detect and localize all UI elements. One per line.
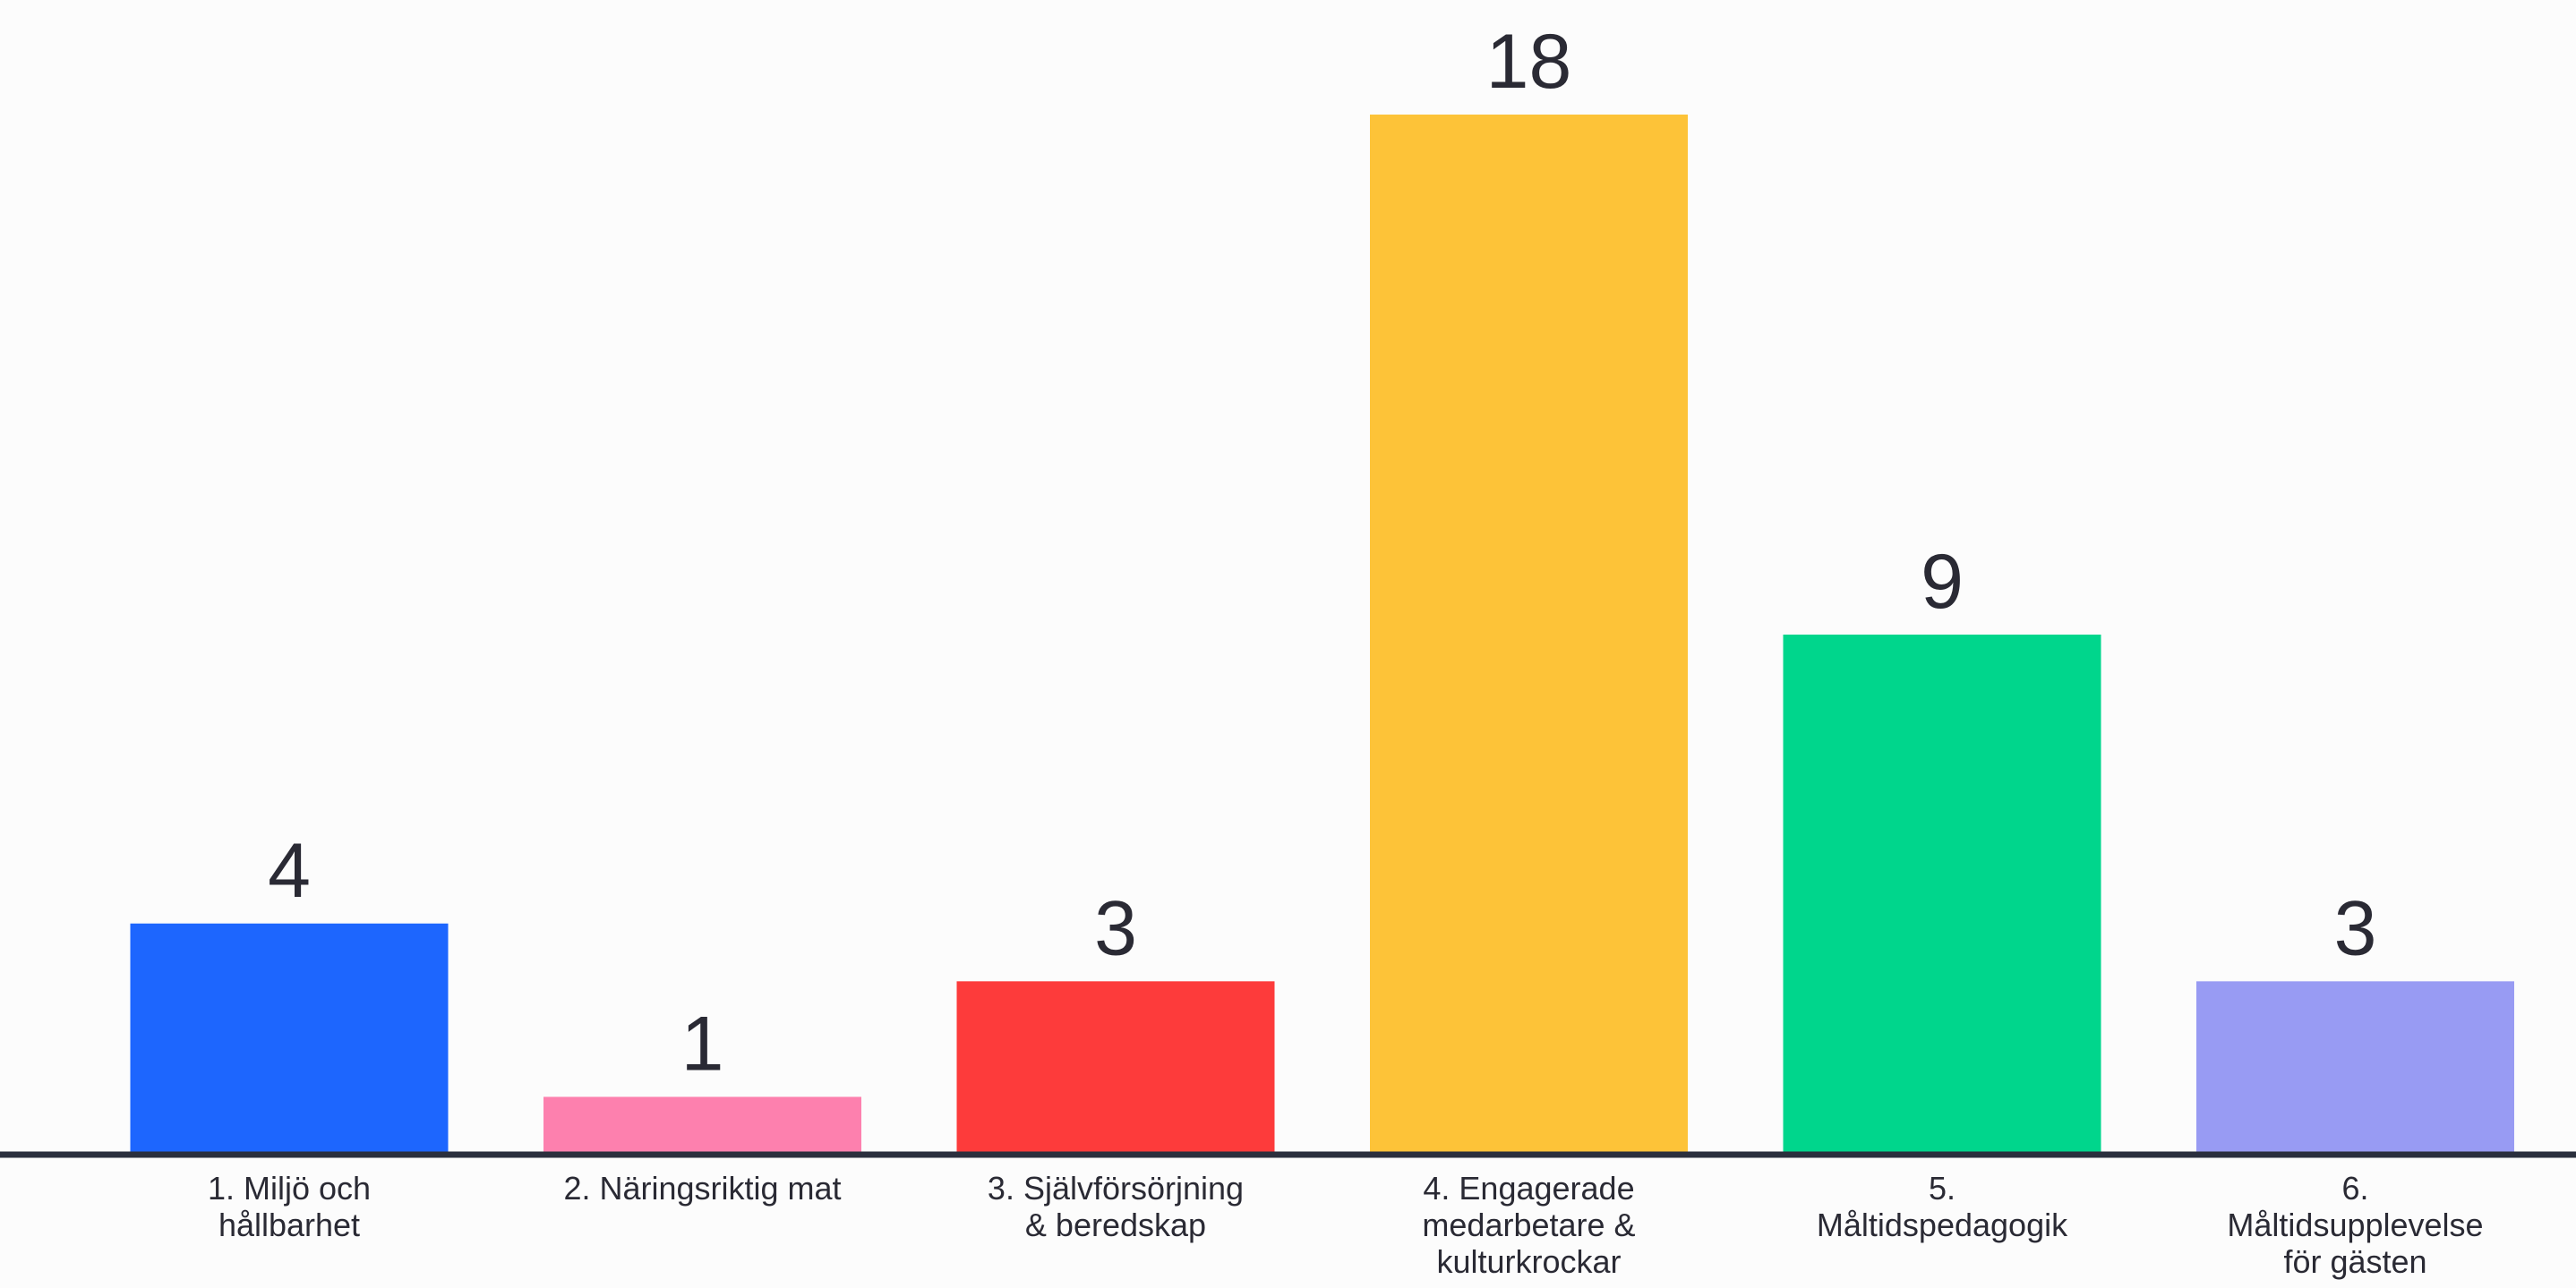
bar-3 [956,981,1275,1155]
bar-1 [130,923,449,1155]
bar-6 [2196,981,2514,1155]
category-label-1-line-1: 1. Miljö och [208,1170,371,1207]
category-label-5-line-1: 5. [1929,1170,1956,1207]
category-label-3-line-1: 3. Självförsörjning [988,1170,1244,1207]
value-label-5: 9 [1921,539,1964,625]
category-label-2-line-1: 2. Näringsriktig mat [563,1170,841,1207]
value-label-1: 4 [268,828,311,914]
category-label-3: 3. Självförsörjning & beredskap [988,1170,1244,1243]
category-label-4-line-3: kulturkrockar [1436,1243,1621,1280]
bars-layer [130,115,2514,1155]
bar-2 [543,1096,861,1155]
value-labels-layer: 4 1 3 18 9 3 [268,19,2376,1087]
category-label-6-line-1: 6. [2341,1170,2368,1207]
value-label-6: 3 [2334,885,2377,971]
category-label-6-line-2: Måltidsupplevelse [2227,1207,2483,1243]
category-label-6: 6. Måltidsupplevelse för gästen [2227,1170,2483,1280]
category-label-1-line-2: hållbarhet [218,1207,360,1243]
category-label-4: 4. Engagerade medarbetare & kulturkrockar [1422,1170,1635,1280]
value-label-4: 18 [1486,19,1572,105]
value-label-2: 1 [681,1001,724,1087]
bar-4 [1370,115,1688,1155]
category-label-5-line-2: Måltidspedagogik [1817,1207,2068,1243]
category-label-2: 2. Näringsriktig mat [563,1170,841,1207]
value-label-3: 3 [1094,885,1137,971]
category-label-4-line-1: 4. Engagerade [1423,1170,1634,1207]
category-label-6-line-3: för gästen [2283,1243,2426,1280]
category-label-5: 5. Måltidspedagogik [1817,1170,2068,1243]
category-label-1: 1. Miljö och hållbarhet [208,1170,371,1243]
bar-5 [1783,635,2101,1155]
category-label-4-line-2: medarbetare & [1422,1207,1635,1243]
tick-labels-layer: 1. Miljö och hållbarhet 2. Näringsriktig m… [208,1170,2484,1280]
category-label-3-line-2: & beredskap [1025,1207,1206,1243]
